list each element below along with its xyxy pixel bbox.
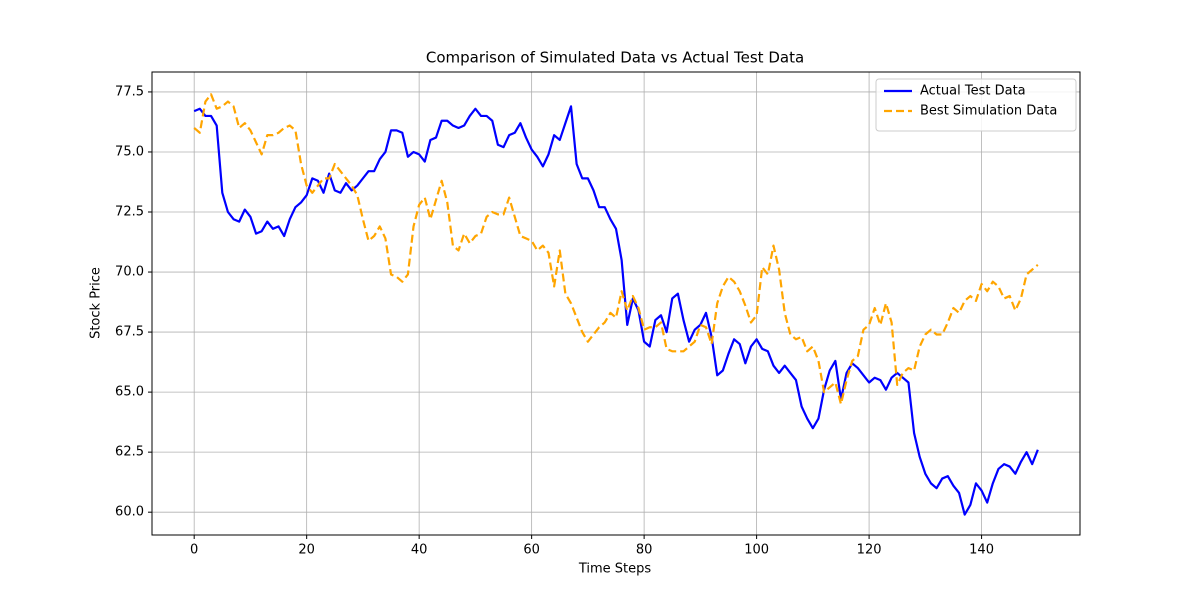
- x-tick-label: 120: [857, 543, 882, 558]
- x-axis-label: Time Steps: [578, 562, 652, 577]
- x-tick-label: 60: [523, 543, 540, 558]
- x-tick-label: 80: [636, 543, 653, 558]
- y-tick-label: 72.5: [115, 205, 144, 220]
- y-tick-label: 67.5: [115, 325, 144, 340]
- legend: Actual Test Data Best Simulation Data: [875, 78, 1077, 132]
- legend-label: Best Simulation Data: [920, 104, 1057, 119]
- y-tick-label: 60.0: [115, 505, 144, 520]
- y-tick-label: 77.5: [115, 84, 144, 99]
- plot-frame: [151, 71, 1081, 536]
- y-tick-label: 75.0: [115, 144, 144, 159]
- y-tick-label: 70.0: [115, 265, 144, 280]
- y-tick-label: 65.0: [115, 385, 144, 400]
- chart-title: Comparison of Simulated Data vs Actual T…: [426, 49, 804, 67]
- y-tick-label: 62.5: [115, 445, 144, 460]
- y-axis-label: Stock Price: [89, 267, 104, 339]
- x-tick-label: 40: [411, 543, 428, 558]
- x-tick-label: 0: [190, 543, 198, 558]
- legend-label: Actual Test Data: [920, 84, 1026, 99]
- x-tick-label: 140: [969, 543, 994, 558]
- x-tick-label: 20: [298, 543, 315, 558]
- legend-box: [875, 78, 1077, 132]
- data-line: [193, 93, 1039, 406]
- x-tick-label: 100: [744, 543, 769, 558]
